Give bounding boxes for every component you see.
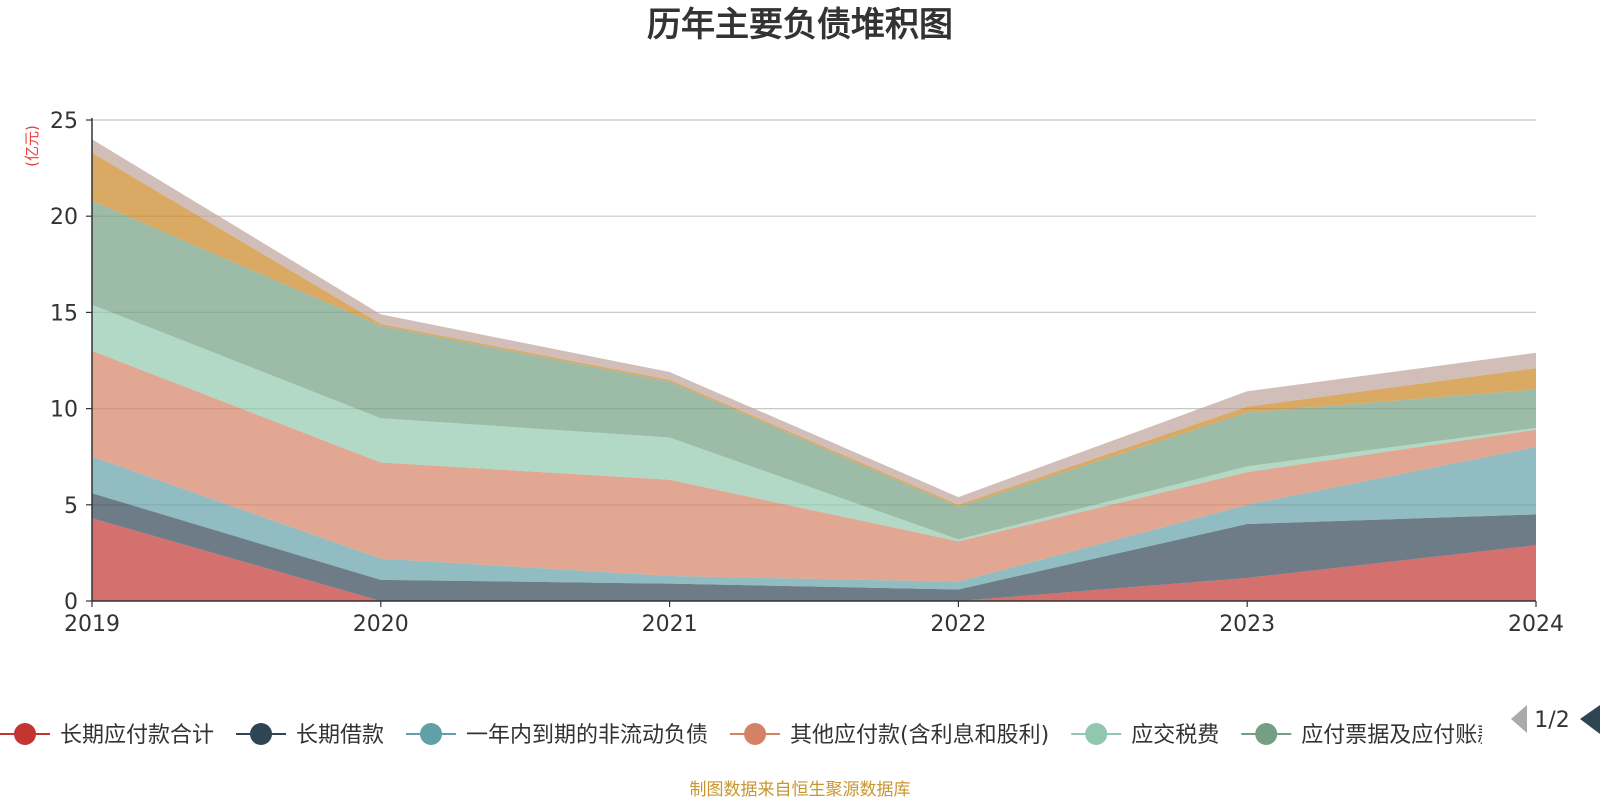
legend-item-1[interactable]: 长期应付款合计	[0, 723, 214, 748]
legend-marker-6	[1255, 723, 1278, 745]
y-tick-label-15: 15	[50, 301, 78, 326]
legend-marker-4	[744, 723, 767, 745]
axis-layer: 0 5 10 15 20 25 2019 2020 2021 2022 2023 2024	[50, 109, 1564, 637]
legend-pager: 1/2	[1511, 705, 1600, 734]
area-series-5	[92, 304, 1536, 542]
y-tick-label-25: 25	[50, 109, 78, 134]
legend-items: 长期应付款合计 长期借款 一年内到期的非流动负债 其他应付款(含利息和股利) 应交税费 应…	[0, 723, 1499, 748]
x-tick-label-2021: 2021	[642, 612, 698, 637]
legend-item-5[interactable]: 应交税费	[1071, 723, 1219, 748]
y-tick-label-20: 20	[50, 205, 78, 230]
area-series-3	[92, 447, 1536, 590]
x-tick-label-2022: 2022	[930, 612, 986, 637]
legend-item-4[interactable]: 其他应付款(含利息和股利)	[730, 723, 1049, 748]
legend-label-4: 其他应付款(含利息和股利)	[790, 723, 1049, 748]
area-layer	[92, 139, 1536, 601]
legend-marker-3	[420, 723, 443, 745]
legend-label-6: 应付票据及应付账款	[1301, 723, 1499, 748]
legend-marker-5	[1085, 723, 1108, 745]
x-tick-label-2019: 2019	[64, 612, 120, 637]
legend-next-icon[interactable]	[1580, 705, 1600, 734]
area-series-8	[92, 139, 1536, 505]
legend-label-2: 长期借款	[296, 723, 384, 748]
legend-page-indicator: 1/2	[1534, 708, 1569, 733]
legend-label-3: 一年内到期的非流动负债	[466, 723, 708, 748]
legend: 长期应付款合计 长期借款 一年内到期的非流动负债 其他应付款(含利息和股利) 应交税费 应…	[0, 723, 1499, 748]
y-tick-label-0: 0	[64, 590, 78, 615]
area-series-2	[92, 493, 1536, 601]
data-source-note: 制图数据来自恒生聚源数据库	[690, 780, 911, 800]
legend-item-3[interactable]: 一年内到期的非流动负债	[406, 723, 708, 748]
y-tick-label-5: 5	[64, 494, 78, 519]
legend-marker-2	[250, 723, 273, 745]
legend-label-5: 应交税费	[1131, 723, 1219, 748]
legend-item-6[interactable]: 应付票据及应付账款	[1241, 723, 1499, 748]
y-axis-unit: (亿元)	[23, 125, 41, 167]
x-tick-label-2023: 2023	[1219, 612, 1275, 637]
area-series-4	[92, 350, 1536, 582]
chart-title: 历年主要负债堆积图	[647, 5, 953, 45]
legend-prev-icon[interactable]	[1511, 705, 1527, 733]
area-series-6	[92, 200, 1536, 540]
area-series-1	[92, 518, 1536, 601]
legend-label-1: 长期应付款合计	[60, 723, 214, 748]
legend-marker-1	[14, 723, 36, 745]
legend-item-2[interactable]: 长期借款	[236, 723, 384, 748]
x-tick-label-2024: 2024	[1508, 612, 1564, 637]
x-tick-label-2020: 2020	[353, 612, 409, 637]
y-tick-label-10: 10	[50, 398, 78, 423]
